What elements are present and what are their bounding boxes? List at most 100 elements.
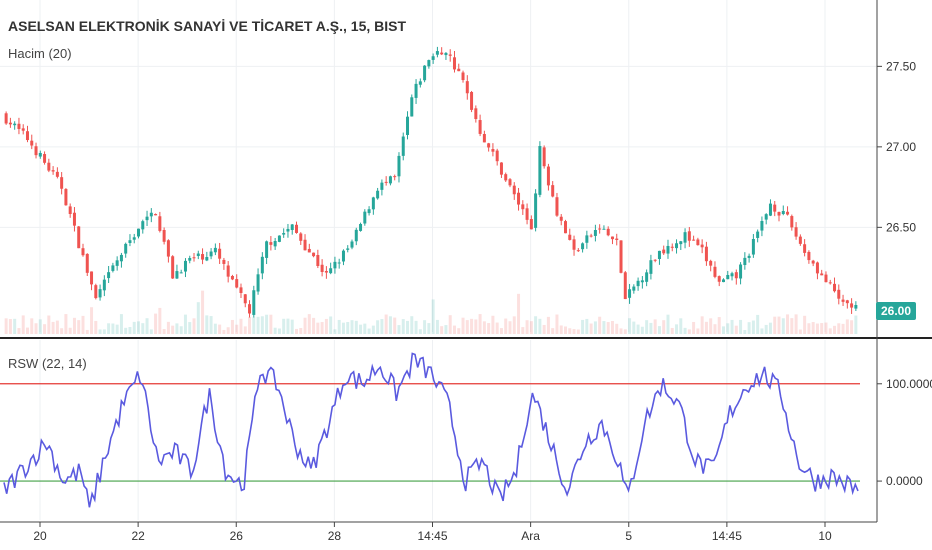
- candle-body: [718, 276, 721, 282]
- candle-body: [111, 265, 114, 271]
- candle-body: [534, 193, 537, 227]
- volume-bar: [611, 321, 614, 334]
- candle-body: [568, 235, 571, 240]
- time-tick-label: 10: [818, 529, 832, 543]
- candle-body: [180, 272, 183, 273]
- candle-body: [351, 241, 354, 247]
- candle-body: [402, 137, 405, 156]
- volume-bar: [239, 319, 242, 334]
- time-tick-label: 5: [625, 529, 632, 543]
- volume-bar: [517, 294, 520, 334]
- volume-bar: [312, 318, 315, 334]
- volume-bar: [393, 318, 396, 334]
- time-tick-label: 14:45: [712, 529, 742, 543]
- volume-bar: [167, 322, 170, 334]
- candle-body: [184, 261, 187, 272]
- volume-bar: [363, 324, 366, 334]
- candle-body: [432, 56, 435, 60]
- volume-bar: [778, 317, 781, 334]
- candle-body: [26, 131, 29, 140]
- volume-bar: [94, 321, 97, 334]
- candle-body: [397, 156, 400, 176]
- last-price-badge: 26.00: [876, 302, 916, 320]
- volume-bar: [235, 325, 238, 334]
- volume-bar: [137, 321, 140, 334]
- candle-body: [13, 124, 16, 126]
- candle-body: [658, 251, 661, 259]
- volume-bar: [615, 324, 618, 334]
- volume-bar: [278, 329, 281, 334]
- candle-body: [175, 271, 178, 278]
- volume-bar: [419, 329, 422, 334]
- volume-bar: [666, 315, 669, 334]
- time-tick-label: 28: [328, 529, 342, 543]
- volume-bar: [86, 330, 89, 334]
- time-tick-label: 20: [33, 529, 47, 543]
- volume-bar: [773, 317, 776, 334]
- candle-body: [726, 275, 729, 279]
- volume-bar: [807, 323, 810, 334]
- volume-bar: [99, 329, 102, 334]
- volume-bar: [128, 327, 131, 334]
- volume-bar: [551, 328, 554, 334]
- candle-body: [483, 134, 486, 142]
- candle-body: [649, 260, 652, 274]
- volume-bar: [231, 320, 234, 334]
- volume-bar: [308, 314, 311, 334]
- candle-body: [491, 149, 494, 152]
- candle-body: [222, 260, 225, 264]
- volume-bar: [107, 323, 110, 334]
- candle-body: [355, 230, 358, 241]
- candle-body: [696, 239, 699, 245]
- volume-bar: [696, 328, 699, 334]
- candle-body: [321, 265, 324, 272]
- volume-bar: [765, 325, 768, 334]
- candle-body: [363, 212, 366, 224]
- candle-body: [120, 255, 123, 261]
- candle-body: [60, 177, 63, 189]
- volume-bar: [675, 324, 678, 334]
- volume-bar: [397, 325, 400, 334]
- volume-bar: [521, 327, 524, 334]
- volume-bar: [585, 319, 588, 334]
- candle-body: [393, 176, 396, 177]
- candle-body: [500, 163, 503, 175]
- candle-body: [128, 240, 131, 243]
- candle-body: [560, 217, 563, 221]
- volume-bar: [530, 321, 533, 334]
- candle-body: [94, 285, 97, 298]
- chart-title: ASELSAN ELEKTRONİK SANAYİ VE TİCARET A.Ş…: [8, 18, 406, 34]
- candle-body: [372, 197, 375, 209]
- candle-body: [594, 230, 597, 236]
- candle-body: [752, 239, 755, 255]
- candle-body: [137, 229, 140, 237]
- volume-bar: [824, 323, 827, 334]
- volume-bar: [453, 326, 456, 334]
- volume-bar: [201, 291, 204, 334]
- volume-bar: [466, 320, 469, 334]
- candle-body: [244, 294, 247, 303]
- candle-body: [666, 246, 669, 254]
- volume-bar: [346, 322, 349, 334]
- volume-bar: [269, 315, 272, 334]
- candle-body: [154, 214, 157, 215]
- candle-body: [304, 240, 307, 251]
- candle-body: [812, 261, 815, 264]
- candle-body: [547, 167, 550, 186]
- candle-body: [5, 113, 8, 123]
- volume-bar: [474, 319, 477, 334]
- candle-body: [555, 197, 558, 215]
- volume-bar: [261, 316, 264, 334]
- candle-body: [743, 258, 746, 265]
- volume-bar: [333, 329, 336, 334]
- candle-body: [359, 224, 362, 231]
- volume-bar: [329, 316, 332, 334]
- candle-body: [449, 55, 452, 56]
- volume-bar: [120, 314, 123, 334]
- volume-bar: [197, 302, 200, 334]
- candle-body: [701, 245, 704, 248]
- volume-bar: [846, 319, 849, 334]
- volume-bar: [17, 328, 20, 334]
- volume-bar: [705, 322, 708, 334]
- candle-body: [765, 214, 768, 219]
